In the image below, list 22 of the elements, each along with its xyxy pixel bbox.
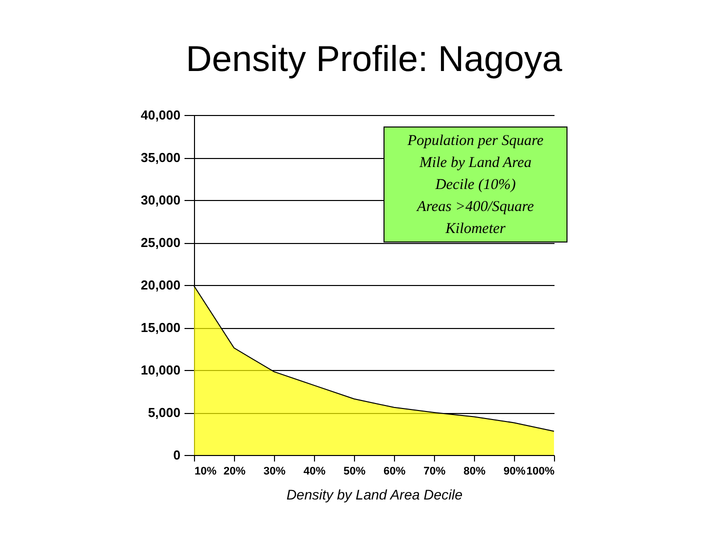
x-tick-label: 80% <box>463 466 486 478</box>
x-axis-title: Density by Land Area Decile <box>286 486 463 502</box>
x-tick-label: 30% <box>263 466 286 478</box>
x-tick-label: 40% <box>303 466 326 478</box>
y-tick-label: 35,000 <box>140 150 180 165</box>
annotation: Population per Square Mile by Land Area Decile (10%) Areas >400/Square Kilometer <box>406 133 544 237</box>
y-tick-label: 25,000 <box>140 235 180 250</box>
y-tick-label: 30,000 <box>140 192 180 208</box>
x-tick-label: 10% <box>194 466 217 478</box>
y-tick-label: 20,000 <box>140 278 180 292</box>
y-tick-label: 15,000 <box>140 320 180 335</box>
x-tick-label: 90% <box>503 466 526 478</box>
x-tick-label: 70% <box>423 466 446 478</box>
x-tick-label: 60% <box>383 466 406 478</box>
y-tick-label: 5,000 <box>148 405 180 420</box>
x-tick-label: 20% <box>223 466 246 478</box>
y-tick-label: 10,000 <box>140 362 180 378</box>
x-tick-label: 50% <box>343 466 366 478</box>
chart-title: Density Profile: Nagoya <box>186 38 564 79</box>
x-tick-label: 100% <box>526 466 555 478</box>
y-tick-label: 40,000 <box>140 108 180 122</box>
y-tick-label: 0 <box>173 448 180 462</box>
